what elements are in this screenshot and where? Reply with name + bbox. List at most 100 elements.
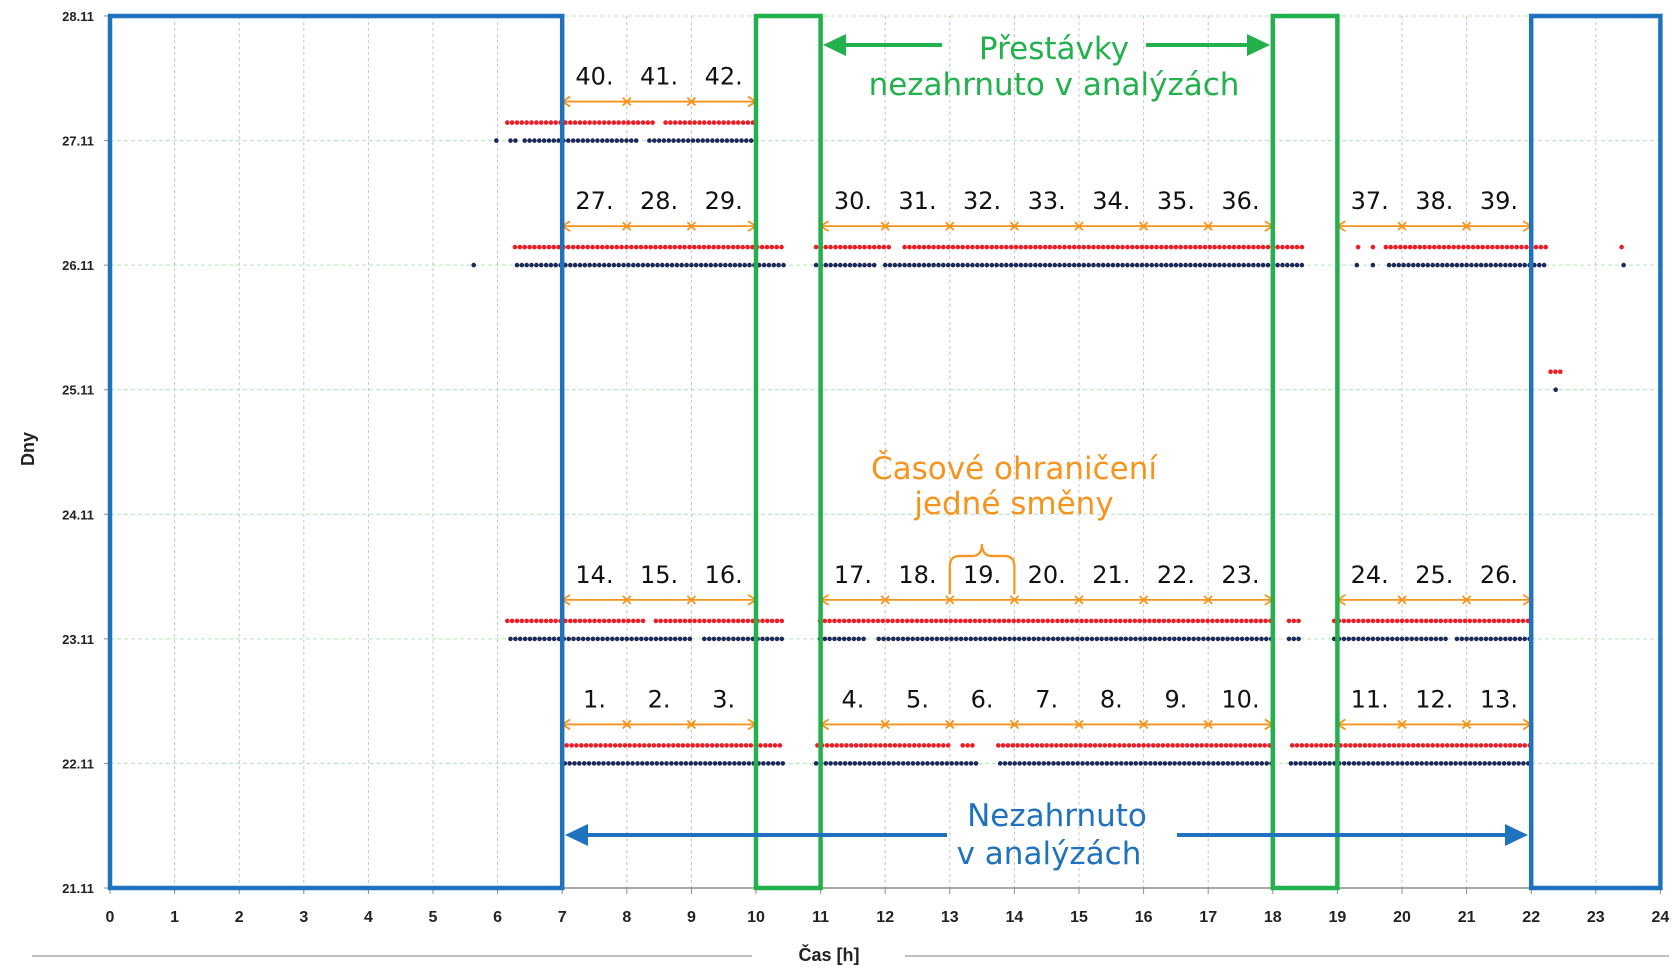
data-point	[656, 138, 662, 143]
shift-number-label: 29.	[705, 187, 743, 215]
data-point	[1498, 636, 1503, 642]
shift-segment: 11. 12. 13.	[1335, 685, 1533, 731]
data-point	[1472, 761, 1478, 766]
data-point	[1109, 761, 1114, 766]
data-point	[1454, 743, 1460, 748]
data-point	[1289, 743, 1295, 748]
data-point	[598, 743, 603, 748]
data-point	[839, 743, 844, 748]
data-point	[920, 636, 925, 642]
data-point	[1088, 743, 1093, 748]
data-point	[617, 743, 623, 748]
data-point	[735, 244, 741, 250]
x-tick-label: 18	[1264, 909, 1282, 926]
data-point	[1390, 618, 1395, 624]
shift-brace	[948, 543, 1016, 594]
data-point	[1239, 636, 1245, 642]
data-point	[1091, 244, 1096, 250]
data-point	[727, 761, 732, 766]
shift-number-label: 24.	[1351, 561, 1389, 589]
data-point	[1181, 636, 1187, 642]
data-point	[698, 262, 704, 268]
data-point	[1018, 244, 1024, 250]
data-point	[1146, 743, 1151, 748]
data-point	[1157, 636, 1162, 642]
data-point	[970, 262, 975, 268]
data-point	[882, 743, 888, 748]
data-point	[772, 743, 778, 748]
data-point	[919, 618, 924, 624]
data-point	[847, 262, 853, 268]
data-point	[945, 244, 951, 250]
x-tick-label: 2	[235, 909, 244, 926]
data-point	[605, 636, 610, 642]
data-point	[1089, 636, 1095, 642]
data-point	[1144, 262, 1150, 268]
data-point	[534, 262, 539, 268]
data-point	[832, 618, 837, 624]
data-point	[1209, 743, 1214, 748]
shift-boundary-marker	[1009, 595, 1020, 605]
data-point	[580, 636, 586, 642]
data-point	[731, 120, 736, 125]
data-point	[622, 743, 628, 748]
data-point	[1370, 244, 1376, 250]
data-point	[585, 138, 590, 143]
data-point	[758, 743, 763, 748]
data-point	[761, 761, 766, 766]
data-point	[1396, 262, 1402, 268]
data-point	[770, 761, 776, 766]
data-point	[1259, 761, 1265, 766]
data-point	[1417, 244, 1423, 250]
data-point	[650, 120, 655, 125]
x-tick-label: 13	[941, 909, 959, 926]
data-point	[723, 262, 728, 268]
data-point	[1197, 262, 1203, 268]
data-point	[1031, 636, 1037, 642]
data-point	[1501, 761, 1507, 766]
data-point	[514, 618, 520, 624]
data-point	[1007, 761, 1013, 766]
data-point	[1395, 761, 1400, 766]
data-point	[1248, 618, 1254, 624]
data-point	[1309, 743, 1314, 748]
data-point	[1051, 761, 1056, 766]
data-point	[712, 761, 718, 766]
data-point	[732, 761, 737, 766]
data-point	[960, 262, 965, 268]
data-point	[532, 244, 537, 250]
data-point	[1184, 743, 1190, 748]
data-point	[1519, 244, 1524, 250]
data-point	[1422, 244, 1427, 250]
data-point	[1031, 761, 1037, 766]
data-point	[1176, 618, 1181, 624]
data-point	[744, 138, 749, 143]
data-point	[1356, 761, 1361, 766]
data-point	[1425, 262, 1431, 268]
shift-number-label: 21.	[1092, 561, 1130, 589]
data-point	[1517, 743, 1523, 748]
data-point	[1399, 636, 1405, 642]
data-point	[967, 618, 973, 624]
data-point	[1100, 244, 1106, 250]
data-point	[936, 262, 941, 268]
data-point	[629, 636, 634, 642]
data-point	[882, 262, 888, 268]
data-point	[1078, 743, 1083, 748]
data-point	[1163, 262, 1169, 268]
data-point	[640, 761, 645, 766]
data-point	[779, 244, 784, 250]
data-point	[1026, 618, 1031, 624]
data-point	[1091, 262, 1096, 268]
data-point	[624, 636, 630, 642]
data-point	[675, 743, 681, 748]
data-point	[1120, 262, 1125, 268]
data-point	[633, 244, 639, 250]
data-point	[1094, 636, 1100, 642]
data-point	[1464, 743, 1469, 748]
data-point	[1514, 244, 1519, 250]
data-point	[765, 636, 770, 642]
data-point	[769, 636, 775, 642]
shift-boundary-marker	[622, 96, 632, 107]
data-point	[1444, 743, 1450, 748]
